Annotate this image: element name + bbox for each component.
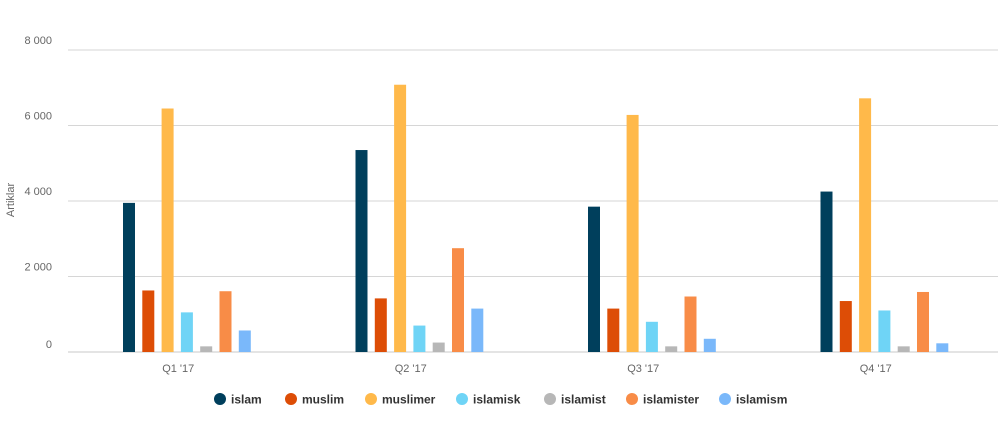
legend-marker [285,393,297,405]
x-axis-ticks: Q1 '17 Q2 '17 Q3 '17 Q4 '17 [162,363,892,375]
bar-islamisk-4[interactable] [878,310,891,352]
bar-islamister-3[interactable] [684,296,697,352]
y-tick-label: 0 [46,339,52,351]
bar-islamist-2[interactable] [432,342,445,352]
legend-item-islamist[interactable]: islamist [544,393,606,407]
legend-marker [544,393,556,405]
bar-islamister-1[interactable] [219,291,232,352]
legend-label: islamism [736,393,787,407]
bar-islamism-3[interactable] [703,338,716,352]
legend-item-islamister[interactable]: islamister [626,393,699,407]
legend-marker [456,393,468,405]
legend-label: islamister [643,393,699,407]
x-tick-label: Q1 '17 [162,363,194,375]
y-tick-label: 8 000 [24,35,52,47]
bar-muslim-3[interactable] [607,308,620,352]
legend-label: islamist [561,393,606,407]
x-tick-label: Q3 '17 [627,363,659,375]
y-axis-title: Artiklar [5,183,17,218]
bar-islam-1[interactable] [123,202,135,352]
bar-islam-4[interactable] [820,191,833,352]
bar-muslim-2[interactable] [374,298,387,352]
legend-label: islam [231,393,262,407]
bar-muslim-4[interactable] [839,301,852,352]
bar-islamist-1[interactable] [200,346,213,352]
bar-muslim-1[interactable] [142,290,155,352]
bar-islamisk-3[interactable] [645,321,658,352]
y-tick-label: 2 000 [24,262,52,274]
bar-muslimer-1[interactable] [161,108,174,352]
bar-islam-3[interactable] [588,206,600,352]
legend-item-muslimer[interactable]: muslimer [365,393,436,407]
legend-label: muslimer [382,393,436,407]
gridlines [68,49,998,353]
legend-marker [214,393,226,405]
bar-islamist-4[interactable] [897,346,910,352]
legend-item-islam[interactable]: islam [214,393,262,407]
legend-marker [626,393,638,405]
legend-item-islamisk[interactable]: islamisk [456,393,521,407]
bar-islam-2[interactable] [355,150,368,352]
bar-islamism-2[interactable] [471,308,484,352]
bar-muslimer-2[interactable] [394,84,407,352]
bar-islamism-4[interactable] [936,343,949,352]
legend: islam muslim muslimer islamisk islamist islam… [214,393,787,407]
bar-muslimer-3[interactable] [626,114,639,353]
bars [123,84,949,353]
bar-islamisk-1[interactable] [180,312,193,352]
legend-label: muslim [302,393,344,407]
x-tick-label: Q4 '17 [860,363,892,375]
bar-islamister-2[interactable] [452,248,464,352]
y-axis-ticks: 0 2 000 4 000 6 000 8 000 [24,35,52,351]
y-tick-label: 4 000 [24,186,52,198]
bar-islamisk-2[interactable] [413,325,426,352]
legend-label: islamisk [473,393,521,407]
legend-item-muslim[interactable]: muslim [285,393,344,407]
bar-muslimer-4[interactable] [859,98,872,352]
x-tick-label: Q2 '17 [395,363,427,375]
bar-islamister-4[interactable] [917,291,929,352]
legend-marker [719,393,731,405]
legend-marker [365,393,377,405]
legend-item-islamism[interactable]: islamism [719,393,787,407]
y-tick-label: 6 000 [24,111,52,123]
bar-islamism-1[interactable] [238,330,251,352]
bar-islamist-3[interactable] [665,346,678,352]
